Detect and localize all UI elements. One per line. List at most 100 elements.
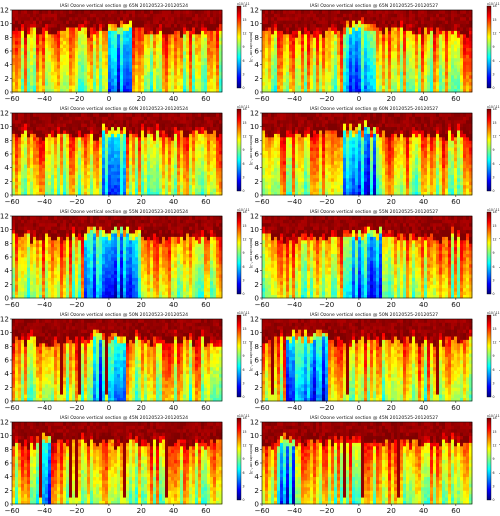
- heatmap-cell: [265, 64, 269, 69]
- heatmap-cell: [90, 71, 94, 76]
- heatmap-cell: [430, 44, 434, 48]
- heatmap-cell: [30, 167, 34, 172]
- heatmap-cell: [313, 68, 317, 72]
- heatmap-cell: [463, 71, 467, 76]
- heatmap-cell: [54, 81, 58, 86]
- heatmap-cell: [129, 68, 133, 72]
- heatmap-cell: [442, 16, 446, 21]
- heatmap-cell: [36, 177, 40, 182]
- heatmap-cell: [415, 51, 419, 55]
- heatmap-cell: [180, 167, 184, 172]
- heatmap-cell: [15, 37, 19, 42]
- heatmap-cell: [430, 30, 434, 35]
- heatmap-cell: [412, 71, 416, 76]
- heatmap-cell: [201, 133, 205, 138]
- heatmap-cell: [466, 13, 470, 18]
- heatmap-cell: [424, 10, 428, 14]
- heatmap-cell: [39, 116, 43, 121]
- heatmap-cell: [84, 123, 88, 128]
- heatmap-cell: [292, 47, 296, 52]
- heatmap-cell: [469, 27, 473, 31]
- heatmap-cell: [298, 13, 302, 18]
- heatmap-cell: [45, 23, 49, 28]
- heatmap-cell: [117, 57, 121, 62]
- heatmap-cell: [189, 177, 193, 182]
- heatmap-cell: [117, 164, 121, 169]
- heatmap-cell: [156, 23, 160, 28]
- heatmap-cell: [81, 57, 85, 62]
- heatmap-cell: [430, 88, 434, 93]
- heatmap-cell: [460, 51, 464, 55]
- heatmap-cell: [373, 61, 377, 66]
- heatmap-cell: [81, 188, 85, 192]
- heatmap-cell: [403, 78, 407, 83]
- heatmap-cell: [412, 16, 416, 21]
- heatmap-cell: [18, 74, 22, 79]
- heatmap-cell: [204, 181, 208, 186]
- heatmap-cell: [39, 177, 43, 182]
- heatmap-cell: [201, 30, 205, 35]
- heatmap-cell: [307, 51, 311, 55]
- heatmap-cell: [403, 81, 407, 86]
- heatmap-cell: [207, 85, 211, 89]
- heatmap-cell: [430, 78, 434, 83]
- heatmap-cell: [66, 191, 70, 196]
- heatmap-cell: [355, 54, 359, 59]
- heatmap-cell: [183, 51, 187, 55]
- heatmap-cell: [406, 74, 410, 79]
- heatmap-cell: [201, 191, 205, 196]
- heatmap-cell: [168, 164, 172, 169]
- heatmap-cell: [84, 177, 88, 182]
- heatmap-cell: [192, 191, 196, 196]
- heatmap-cell: [99, 136, 103, 141]
- heatmap-cell: [111, 126, 115, 131]
- heatmap-cell: [144, 160, 148, 165]
- heatmap-cell: [60, 85, 64, 89]
- heatmap-cell: [129, 57, 133, 62]
- heatmap-cell: [63, 119, 67, 124]
- heatmap-cell: [21, 71, 25, 76]
- heatmap-cell: [15, 133, 19, 138]
- heatmap-cell: [361, 13, 365, 18]
- heatmap-cell: [15, 167, 19, 172]
- heatmap-cell: [460, 47, 464, 52]
- heatmap-cell: [174, 13, 178, 18]
- heatmap-cell: [33, 160, 37, 165]
- heatmap-cell: [123, 27, 127, 31]
- heatmap-cell: [84, 61, 88, 66]
- heatmap-cell: [105, 68, 109, 72]
- heatmap-cell: [213, 40, 217, 45]
- heatmap-cell: [421, 16, 425, 21]
- heatmap-cell: [304, 40, 308, 45]
- heatmap-cell: [424, 74, 428, 79]
- chart-panel: IASI Ozone vertical section @ 65N 201205…: [0, 0, 253, 103]
- heatmap-cell: [84, 174, 88, 179]
- heatmap-cell: [162, 171, 166, 175]
- heatmap-cell: [21, 184, 25, 189]
- heatmap-cell: [189, 13, 193, 18]
- heatmap-cell: [448, 16, 452, 21]
- heatmap-cell: [168, 126, 172, 131]
- heatmap-cell: [466, 57, 470, 62]
- heatmap-cell: [454, 13, 458, 18]
- heatmap-cell: [310, 88, 314, 93]
- heatmap-cell: [310, 85, 314, 89]
- heatmap-cell: [81, 54, 85, 59]
- heatmap-cell: [78, 30, 82, 35]
- heatmap-cell: [268, 81, 272, 86]
- heatmap-cell: [355, 51, 359, 55]
- heatmap-cell: [162, 61, 166, 66]
- heatmap-cell: [78, 74, 82, 79]
- heatmap-cell: [322, 20, 326, 25]
- heatmap-cell: [36, 140, 40, 145]
- heatmap-cell: [60, 64, 64, 69]
- heatmap-cell: [445, 47, 449, 52]
- heatmap-cell: [12, 154, 16, 158]
- heatmap-cell: [162, 188, 166, 192]
- heatmap-cell: [418, 61, 422, 66]
- heatmap-cell: [355, 81, 359, 86]
- heatmap-cell: [78, 13, 82, 18]
- heatmap-cell: [144, 191, 148, 196]
- heatmap-cell: [286, 40, 290, 45]
- heatmap-cell: [33, 184, 37, 189]
